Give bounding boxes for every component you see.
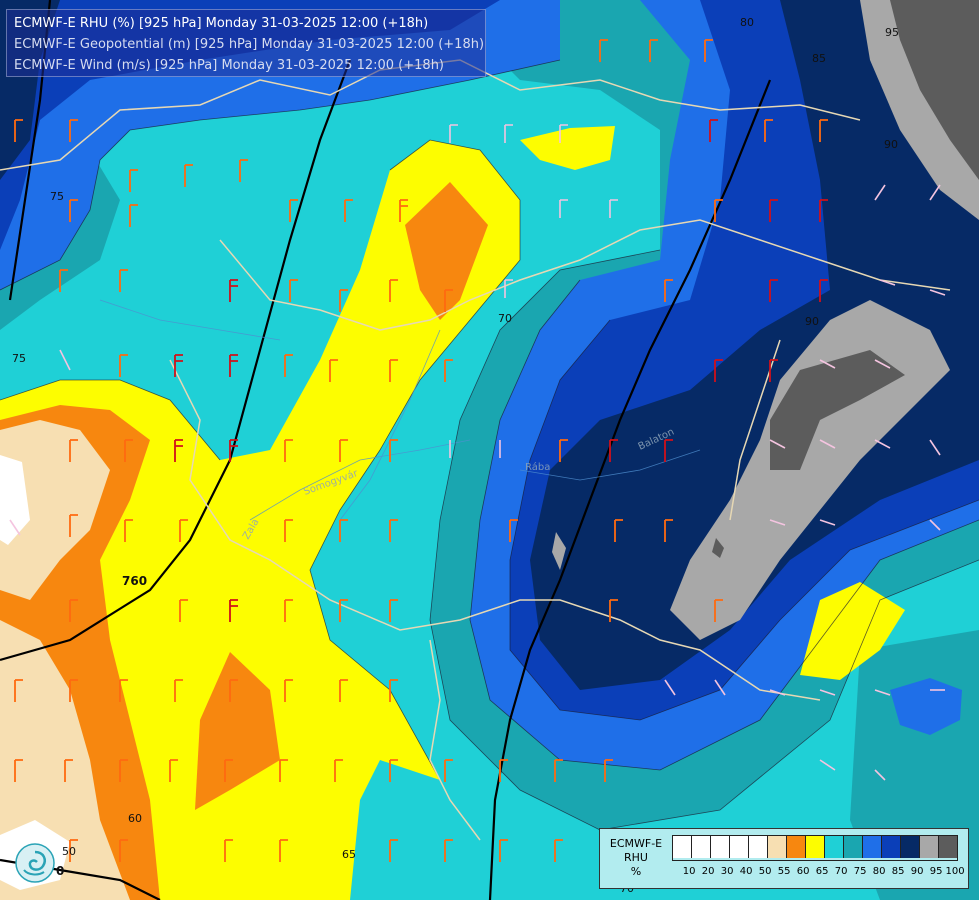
legend-tick-label: 70	[834, 866, 848, 877]
legend-swatch	[939, 836, 957, 858]
legend-tick-label: 60	[796, 866, 810, 877]
contour-label: 95	[885, 26, 899, 39]
legend-swatch	[825, 836, 844, 858]
wind-barbs-orange	[14, 39, 828, 862]
contour-label: 760	[122, 574, 147, 588]
contour-label: 0	[56, 864, 64, 878]
legend-unit: %	[630, 865, 642, 878]
field-60-north	[405, 182, 488, 320]
legend-tick-label: 100	[945, 866, 965, 877]
contour-label: 85	[812, 52, 826, 65]
legend-swatch	[901, 836, 920, 858]
legend-tick-label: 55	[777, 866, 791, 877]
legend-variable: RHU	[624, 851, 648, 864]
legend-tick-label: 75	[853, 866, 867, 877]
legend-swatch	[806, 836, 825, 858]
legend-swatch	[692, 836, 711, 858]
legend-swatch	[844, 836, 863, 858]
map-title-box: ECMWF-E RHU (%) [925 hPa] Monday 31-03-2…	[6, 9, 486, 77]
contour-label: 50	[62, 845, 76, 858]
legend-swatch	[673, 836, 692, 858]
legend-swatch	[863, 836, 882, 858]
legend-swatch	[749, 836, 768, 858]
contour-label: 75	[50, 190, 64, 203]
field-100-east	[770, 350, 905, 470]
legend-swatch	[787, 836, 806, 858]
legend-tick-label: 85	[891, 866, 905, 877]
contour-label: 80	[740, 16, 754, 29]
title-wind: ECMWF-E Wind (m/s) [925 hPa] Monday 31-0…	[14, 58, 445, 73]
contour-label: 75	[12, 352, 26, 365]
legend-name: ECMWF-E RHU %	[606, 837, 666, 879]
field-65	[0, 140, 520, 900]
contour-label: 90	[805, 315, 819, 328]
title-geopotential: ECMWF-E Geopotential (m) [925 hPa] Monda…	[14, 37, 485, 52]
field-100	[890, 0, 979, 180]
field-50-a	[0, 455, 30, 545]
legend-swatch	[768, 836, 787, 858]
legend-tick-label: 40	[739, 866, 753, 877]
rhu-contours	[0, 59, 979, 831]
legend-tick-label: 65	[815, 866, 829, 877]
contour-label: 65	[342, 848, 356, 861]
wind-barbs-light	[9, 124, 946, 781]
contour-labels: 80 85 95 90 90 75 70 760 60 50 65 0 75 7…	[12, 16, 899, 895]
contour-label: 90	[884, 138, 898, 151]
legend-tick-label: 20	[701, 866, 715, 877]
legend-tick-label: 95	[929, 866, 943, 877]
legend-model: ECMWF-E	[609, 837, 663, 850]
legend-swatch	[882, 836, 901, 858]
field-80-blob	[890, 678, 962, 735]
field-100-spot	[712, 538, 724, 558]
legend-tick-label: 80	[872, 866, 886, 877]
place-label: Rába	[525, 461, 550, 473]
rhu-legend: ECMWF-E RHU % 10 20 30 40 50 55 60 65 70 75 80 85 90…	[599, 828, 969, 889]
ecmwf-logo-icon	[15, 843, 55, 883]
field-90-east	[530, 0, 979, 690]
field-60-south	[195, 652, 280, 810]
contour-label: 70	[498, 312, 512, 325]
contour-label: 60	[128, 812, 142, 825]
field-65-se	[800, 582, 905, 680]
legend-swatch	[920, 836, 939, 858]
rivers	[99, 299, 701, 521]
legend-tick-label: 90	[910, 866, 924, 877]
field-95-spot	[552, 532, 566, 570]
legend-tick-label: 50	[758, 866, 772, 877]
legend-swatch	[730, 836, 749, 858]
legend-swatches	[672, 835, 958, 861]
field-65-ne	[520, 126, 615, 170]
wind-barbs-red	[174, 119, 828, 622]
title-rhu: ECMWF-E RHU (%) [925 hPa] Monday 31-03-2…	[14, 16, 429, 31]
field-55	[0, 420, 110, 600]
legend-swatch	[711, 836, 730, 858]
legend-tick-label: 10	[682, 866, 696, 877]
legend-tick-label: 30	[720, 866, 734, 877]
